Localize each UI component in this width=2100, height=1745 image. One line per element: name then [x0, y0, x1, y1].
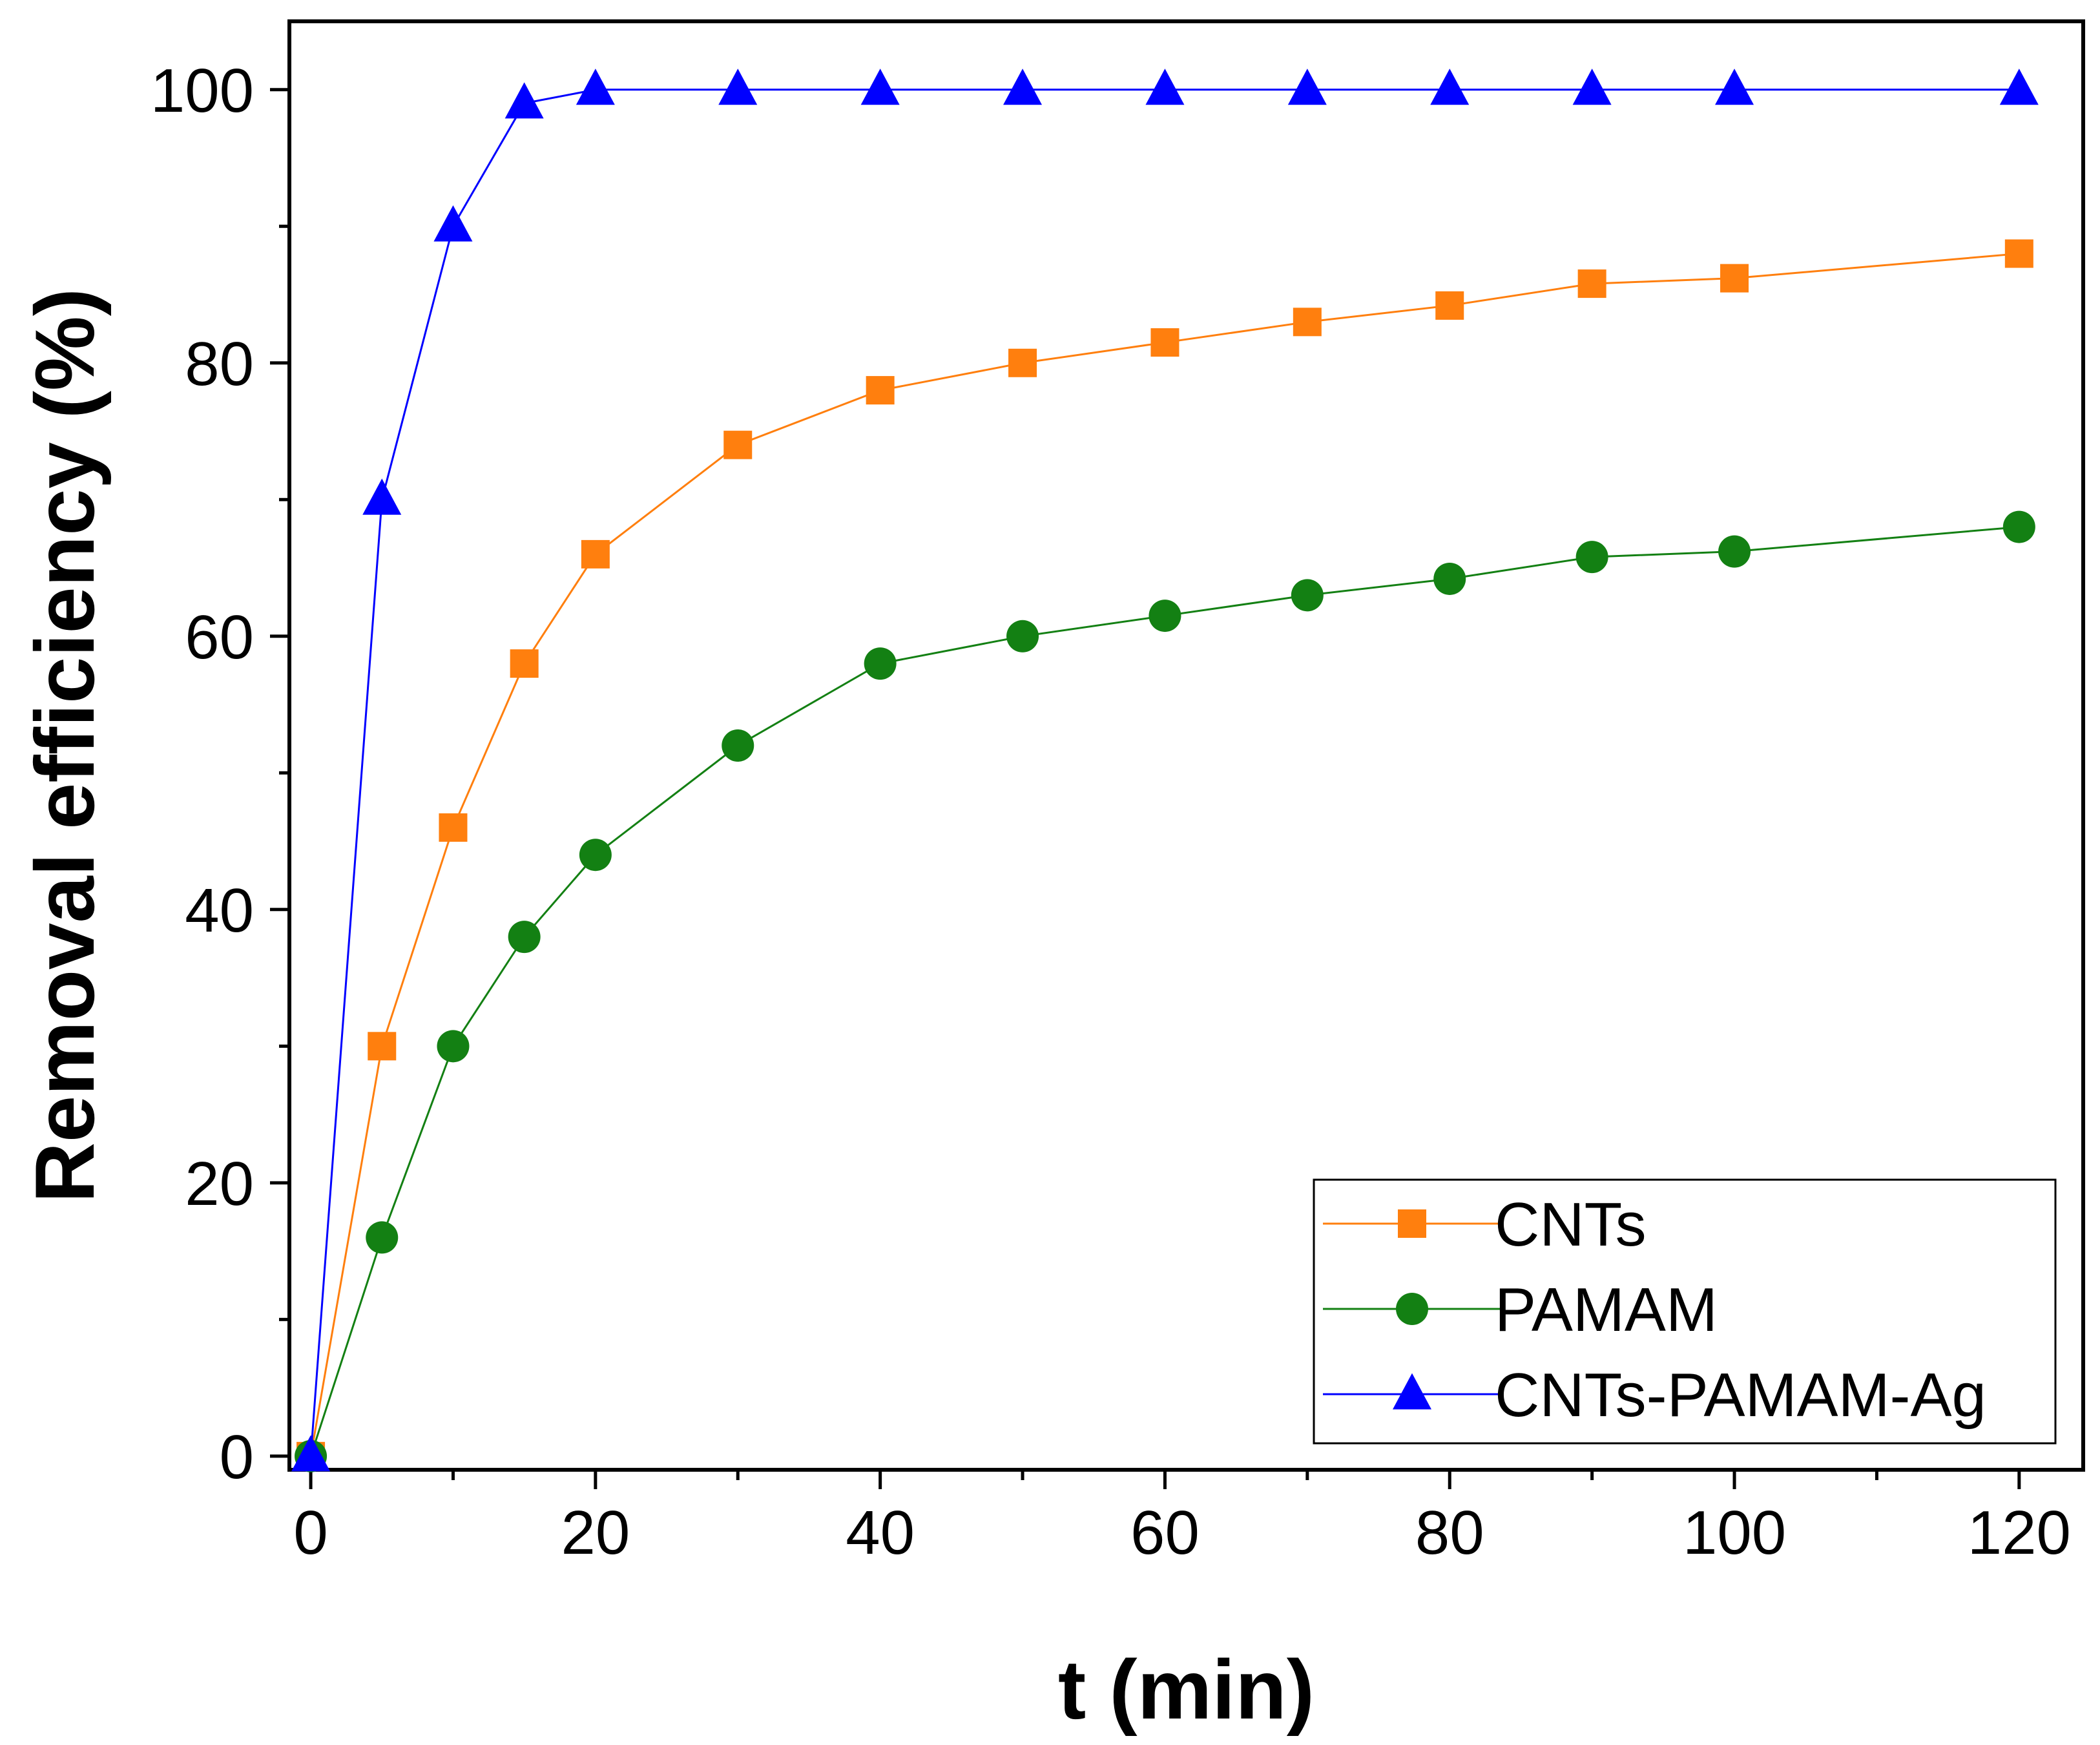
legend-marker-cnts-pamam-ag	[1393, 1373, 1431, 1410]
data-point-cnts-pamam-ag	[1287, 68, 1327, 105]
y-tick-label: 80	[185, 329, 254, 399]
data-point-pamam	[1718, 535, 1751, 568]
legend-label-pamam: PAMAM	[1495, 1275, 1718, 1344]
data-point-cnts	[1435, 291, 1464, 320]
x-tick-label: 20	[561, 1498, 630, 1567]
y-tick-label: 60	[185, 603, 254, 672]
data-point-cnts-pamam-ag	[1145, 68, 1185, 105]
data-point-pamam	[722, 729, 754, 762]
y-tick-label: 40	[185, 876, 254, 945]
data-point-pamam	[1433, 562, 1466, 595]
series-layer	[291, 68, 2039, 1472]
y-tick-label: 100	[151, 56, 254, 125]
x-tick-label: 60	[1130, 1498, 1200, 1567]
data-point-pamam	[1149, 600, 1181, 632]
data-point-pamam	[437, 1030, 470, 1063]
data-point-cnts	[368, 1032, 397, 1061]
data-point-cnts-pamam-ag	[504, 82, 544, 119]
data-point-pamam	[1291, 579, 1324, 612]
data-point-cnts	[581, 539, 610, 569]
y-axis-title: Removal efficiency (%)	[17, 288, 112, 1203]
data-point-cnts-pamam-ag	[433, 205, 473, 242]
data-point-cnts	[1293, 308, 1322, 337]
legend: CNTs PAMAM CNTs-PAMAM-Ag	[1313, 1178, 2057, 1445]
data-point-pamam	[579, 839, 612, 872]
data-point-pamam	[508, 921, 541, 954]
x-tick-label: 100	[1683, 1498, 1786, 1567]
data-point-cnts-pamam-ag	[1430, 68, 1470, 105]
legend-marker-cnts	[1398, 1209, 1426, 1238]
axes: 0 20 40 60 80 100 120 0 20 40 60 80 100	[151, 19, 2085, 1567]
data-point-cnts	[866, 376, 895, 405]
y-tick-label: 0	[220, 1423, 254, 1492]
data-point-cnts	[439, 813, 468, 842]
legend-label-cnts: CNTs	[1495, 1190, 1647, 1259]
data-point-cnts-pamam-ag	[860, 68, 900, 105]
data-point-cnts-pamam-ag	[291, 1435, 331, 1472]
data-point-cnts-pamam-ag	[1715, 68, 1754, 105]
series-line-cnts-pamam-ag	[309, 89, 2019, 1456]
data-point-pamam	[864, 647, 897, 680]
data-point-cnts-pamam-ag	[1003, 68, 1043, 105]
data-point-pamam	[1575, 541, 1608, 574]
data-point-pamam	[1006, 620, 1039, 653]
x-tick-label: 120	[1968, 1498, 2071, 1567]
data-point-cnts-pamam-ag	[362, 478, 402, 515]
x-tick-label: 80	[1415, 1498, 1484, 1567]
data-point-cnts	[1150, 328, 1180, 357]
series-line-cnts	[309, 253, 2019, 1457]
data-point-cnts	[2004, 239, 2033, 268]
series-cnts	[296, 239, 2033, 1470]
data-point-cnts	[1720, 264, 1749, 293]
series-line-pamam	[309, 526, 2019, 1457]
data-point-cnts-pamam-ag	[1999, 68, 2039, 105]
data-point-cnts-pamam-ag	[576, 68, 615, 105]
x-axis-title: t (min)	[1058, 1642, 1315, 1737]
data-point-cnts	[1577, 269, 1606, 298]
y-tick-label: 20	[185, 1149, 254, 1218]
data-point-cnts	[723, 430, 753, 459]
data-point-cnts	[1008, 348, 1037, 377]
data-point-cnts	[510, 649, 539, 678]
series-cnts-pamam-ag	[291, 68, 2039, 1472]
legend-label-cnts-pamam-ag: CNTs-PAMAM-Ag	[1495, 1361, 1986, 1430]
x-tick-label: 40	[846, 1498, 915, 1567]
x-tick-label: 0	[293, 1498, 327, 1567]
data-point-pamam	[366, 1221, 399, 1254]
plot-frame	[287, 19, 2085, 1472]
data-point-pamam	[2002, 510, 2035, 543]
legend-marker-pamam	[1396, 1293, 1428, 1325]
data-point-cnts-pamam-ag	[1572, 68, 1612, 105]
data-point-cnts-pamam-ag	[718, 68, 758, 105]
